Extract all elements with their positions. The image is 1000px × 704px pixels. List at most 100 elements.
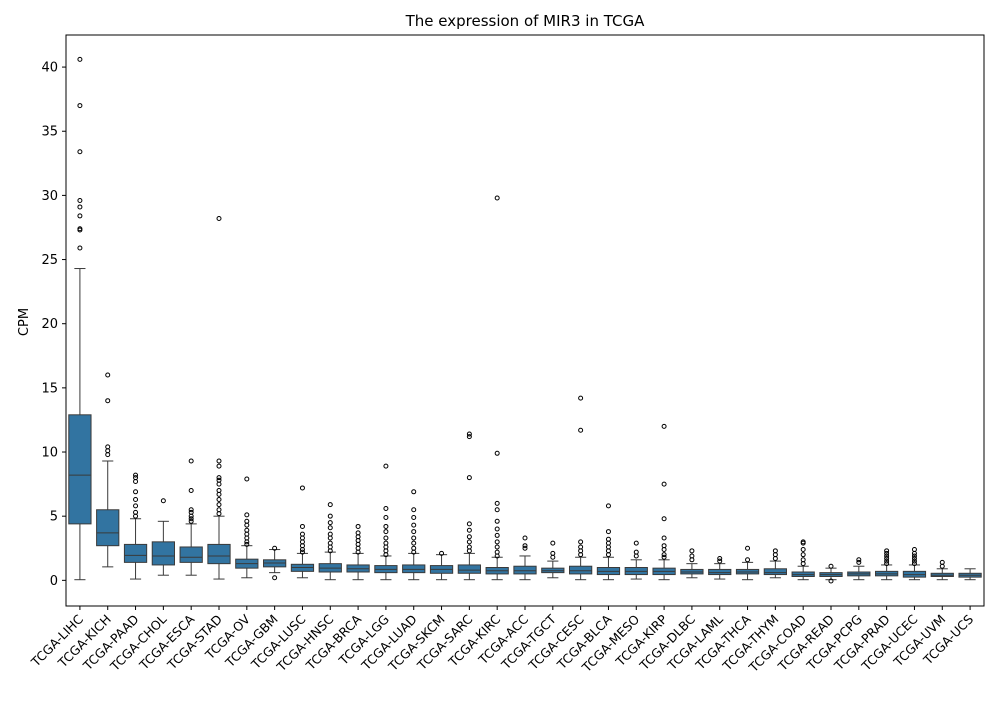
outlier-point xyxy=(884,561,890,567)
outlier-point xyxy=(494,539,500,545)
outlier-point xyxy=(133,496,139,502)
outlier-point xyxy=(828,563,834,569)
outlier-point xyxy=(494,500,500,506)
outlier-point xyxy=(77,56,83,62)
outlier-point xyxy=(411,545,417,551)
outlier-point xyxy=(216,458,222,464)
outlier-point xyxy=(911,553,917,559)
outlier-point xyxy=(605,536,611,542)
outlier-point xyxy=(299,549,305,555)
outlier-point xyxy=(494,532,500,538)
box xyxy=(68,414,92,525)
outlier-point xyxy=(244,527,250,533)
outlier-point xyxy=(911,558,917,564)
outlier-point xyxy=(216,488,222,494)
outlier-point xyxy=(633,549,639,555)
outlier-point xyxy=(327,502,333,508)
outlier-point xyxy=(661,516,667,522)
outlier-point xyxy=(188,509,194,515)
outlier-point xyxy=(299,485,305,491)
outlier-point xyxy=(216,475,222,481)
outlier-point xyxy=(605,529,611,535)
outlier-point xyxy=(439,550,445,556)
box xyxy=(96,509,120,547)
y-tick-label: 35 xyxy=(41,125,58,140)
outlier-point xyxy=(522,545,528,551)
outlier-point xyxy=(884,556,890,562)
outlier-point xyxy=(578,395,584,401)
box xyxy=(457,564,481,574)
outlier-point xyxy=(244,518,250,524)
outlier-point xyxy=(884,553,890,559)
outlier-point xyxy=(800,539,806,545)
outlier-point xyxy=(133,503,139,509)
outlier-point xyxy=(105,398,111,404)
outlier-point xyxy=(689,548,695,554)
outlier-point xyxy=(661,543,667,549)
outlier-point xyxy=(133,475,139,481)
outlier-point xyxy=(160,498,166,504)
outlier-point xyxy=(494,549,500,555)
outlier-point xyxy=(383,505,389,511)
outlier-point xyxy=(800,557,806,563)
outlier-point xyxy=(911,556,917,562)
outlier-point xyxy=(411,507,417,513)
outlier-point xyxy=(272,545,278,551)
outlier-point xyxy=(466,544,472,550)
box xyxy=(179,546,203,563)
y-tick-label: 0 xyxy=(50,574,58,589)
outlier-point xyxy=(383,523,389,529)
outlier-point xyxy=(633,540,639,546)
outlier-point xyxy=(105,444,111,450)
outlier-point xyxy=(494,518,500,524)
outlier-point xyxy=(188,488,194,494)
y-tick-label: 20 xyxy=(41,317,58,332)
chart-title: The expression of MIR3 in TCGA xyxy=(405,12,645,30)
outlier-point xyxy=(411,529,417,535)
outlier-point xyxy=(77,213,83,219)
y-tick-label: 15 xyxy=(41,381,58,396)
outlier-point xyxy=(383,535,389,541)
outlier-point xyxy=(383,540,389,546)
outlier-point xyxy=(522,535,528,541)
outlier-point xyxy=(550,540,556,546)
outlier-point xyxy=(800,547,806,553)
outlier-point xyxy=(411,514,417,520)
box xyxy=(513,565,537,575)
box xyxy=(569,565,593,575)
outlier-point xyxy=(216,477,222,483)
outlier-point xyxy=(216,215,222,221)
outlier-point xyxy=(911,547,917,553)
outlier-point xyxy=(188,507,194,513)
outlier-point xyxy=(327,513,333,519)
outlier-point xyxy=(105,372,111,378)
plot-frame xyxy=(65,34,985,607)
outlier-point xyxy=(717,556,723,562)
outlier-point xyxy=(77,245,83,251)
outlier-point xyxy=(272,575,278,581)
outlier-point xyxy=(216,496,222,502)
outlier-point xyxy=(327,520,333,526)
outlier-point xyxy=(133,472,139,478)
outlier-point xyxy=(466,434,472,440)
outlier-point xyxy=(216,463,222,469)
outlier-point xyxy=(411,540,417,546)
outlier-point xyxy=(133,489,139,495)
y-tick-label: 30 xyxy=(41,189,58,204)
outlier-point xyxy=(216,502,222,508)
outlier-point xyxy=(299,531,305,537)
outlier-point xyxy=(77,198,83,204)
outlier-point xyxy=(661,535,667,541)
outlier-point xyxy=(494,507,500,513)
outlier-point xyxy=(188,458,194,464)
outlier-point xyxy=(578,427,584,433)
outlier-point xyxy=(77,204,83,210)
outlier-point xyxy=(299,523,305,529)
outlier-point xyxy=(244,512,250,518)
outlier-point xyxy=(77,226,83,232)
y-axis-label: CPM xyxy=(17,308,32,336)
y-tick-label: 25 xyxy=(41,253,58,268)
outlier-point xyxy=(494,450,500,456)
outlier-point xyxy=(355,523,361,529)
outlier-point xyxy=(466,534,472,540)
